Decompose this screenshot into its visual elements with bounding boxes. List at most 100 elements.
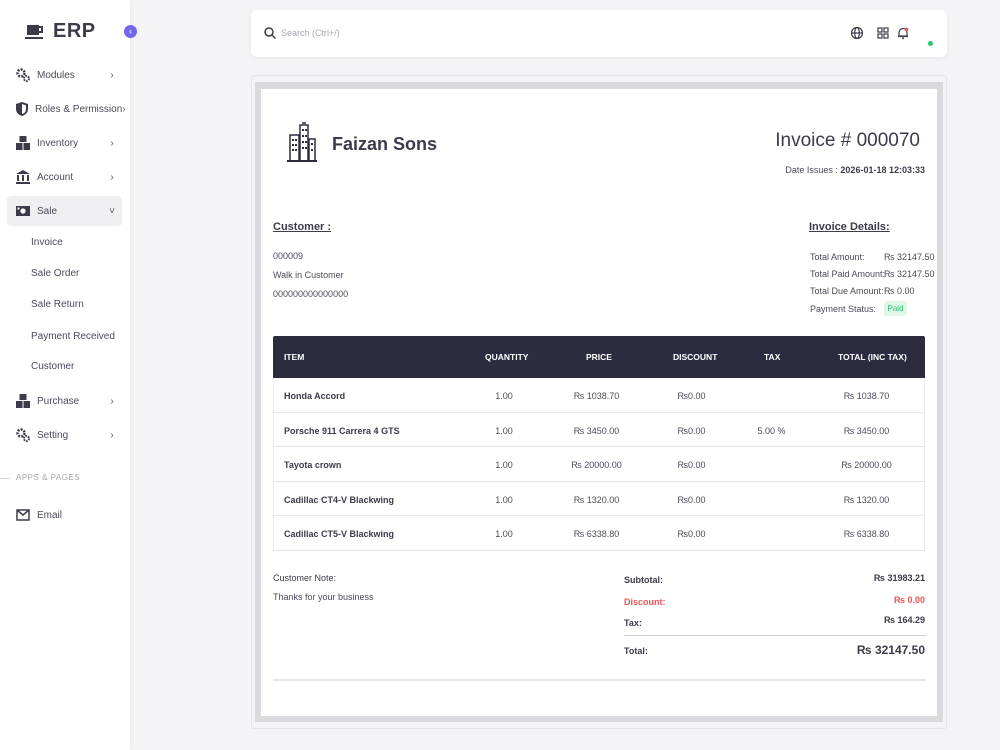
content-frame xyxy=(251,75,947,729)
sidebar-item-label: Purchase xyxy=(37,395,80,407)
invoice-date: Date Issues : 2026-01-18 12:03:33 xyxy=(785,165,925,175)
cell-total: ₨ 20000.00 xyxy=(841,460,892,471)
cell-quantity: 1.00 xyxy=(495,529,513,540)
total-paid-label: Total Paid Amount: xyxy=(810,269,886,279)
column-header-tax: TAX xyxy=(764,352,781,362)
column-header-item: ITEM xyxy=(284,352,305,362)
search-icon[interactable] xyxy=(263,26,277,40)
customer-name: Walk in Customer xyxy=(273,270,344,280)
sidebar-item-inventory[interactable]: Inventory › xyxy=(7,128,122,158)
cell-quantity: 1.00 xyxy=(495,494,513,505)
invoice-number-label: Invoice # xyxy=(775,130,857,151)
cell-price: ₨ 20000.00 xyxy=(571,460,622,471)
company-name: Faizan Sons xyxy=(332,134,438,154)
sidebar-item-label: Email xyxy=(37,509,63,521)
gears-icon xyxy=(15,67,31,83)
invoice-card xyxy=(261,89,937,716)
total-amount-value: ₨ 32147.50 xyxy=(884,252,935,262)
table-row: Tayota crown 1.00 ₨ 20000.00 ₨0.00 ₨ 200… xyxy=(273,447,925,482)
sidebar-item-account[interactable]: Account › xyxy=(7,162,122,192)
invoice-number: Invoice # 000070 xyxy=(775,130,920,152)
brand-name: ERP xyxy=(53,20,96,42)
gears-icon xyxy=(15,427,31,443)
discount-value: ₨ 0.00 xyxy=(893,595,925,605)
cell-total: ₨ 3450.00 xyxy=(843,425,890,436)
total-value: ₨ 32147.50 xyxy=(856,643,925,657)
sidebar-item-sale[interactable]: Sale ˅ xyxy=(7,196,122,226)
bell-icon[interactable] xyxy=(896,26,910,40)
sidebar-item-label: Roles & Permission xyxy=(35,103,123,115)
sidebar-item-setting[interactable]: Setting › xyxy=(7,420,122,450)
status-badge: Paid xyxy=(884,301,907,316)
chevron-right-icon: › xyxy=(110,429,114,441)
cell-total: ₨ 6338.80 xyxy=(843,529,890,540)
column-header-price: PRICE xyxy=(586,352,612,362)
cell-discount: ₨0.00 xyxy=(677,425,706,436)
customer-note-label: Customer Note: xyxy=(273,573,337,583)
boxes-icon xyxy=(15,135,31,151)
column-header-total: TOTAL (INC TAX) xyxy=(838,352,907,362)
chevron-right-icon: › xyxy=(122,103,126,115)
bank-icon xyxy=(15,169,31,185)
total-label: Total: xyxy=(624,646,648,656)
chevron-down-icon: ˅ xyxy=(109,205,115,217)
shield-icon xyxy=(15,101,29,117)
subtotal-value: ₨ 31983.21 xyxy=(873,573,925,583)
table-row: Honda Accord 1.00 ₨ 1038.70 ₨0.00 ₨ 1038… xyxy=(273,378,925,413)
cell-discount: ₨0.00 xyxy=(677,529,706,540)
subtotal-label: Subtotal: xyxy=(624,575,663,585)
sidebar: ERP ‹ Modules › Roles & Permission › Inv… xyxy=(0,0,137,750)
brand-logo[interactable]: ERP xyxy=(25,20,96,43)
search-input[interactable] xyxy=(281,25,531,41)
buildings-icon xyxy=(287,122,317,162)
section-title: APPS & PAGES xyxy=(16,473,81,482)
sidebar-subitem-customer[interactable]: Customer xyxy=(31,361,75,372)
payment-status-label: Payment Status: xyxy=(810,304,877,314)
sidebar-item-purchase[interactable]: Purchase › xyxy=(7,386,122,416)
chevron-right-icon: › xyxy=(110,137,114,149)
date-label: Date Issues : xyxy=(785,165,841,175)
cell-item: Cadillac CT4-V Blackwing xyxy=(284,494,395,505)
sidebar-item-label: Inventory xyxy=(37,137,79,149)
cell-discount: ₨0.00 xyxy=(677,391,706,401)
cell-quantity: 1.00 xyxy=(495,460,513,471)
cell-item: Porsche 911 Carrera 4 GTS xyxy=(284,425,400,436)
cell-price: ₨ 1320.00 xyxy=(573,494,620,505)
cell-item: Cadillac CT5-V Blackwing xyxy=(284,529,395,540)
sidebar-subitem-sale-return[interactable]: Sale Return xyxy=(31,299,84,310)
column-header-quantity: QUANTITY xyxy=(485,352,529,362)
total-paid-value: ₨ 32147.50 xyxy=(884,269,935,279)
topbar xyxy=(251,10,947,57)
sidebar-subitem-invoice[interactable]: Invoice xyxy=(31,237,63,248)
customer-note-text: Thanks for your business xyxy=(273,592,374,602)
sidebar-item-roles[interactable]: Roles & Permission › xyxy=(7,94,126,124)
sidebar-item-modules[interactable]: Modules › xyxy=(7,60,122,90)
invoice-number-value: 000070 xyxy=(856,130,920,151)
cell-quantity: 1.00 xyxy=(495,391,513,401)
customer-phone: 000000000000000 xyxy=(273,289,349,299)
sidebar-subitem-payment-received[interactable]: Payment Received xyxy=(31,331,115,342)
grid-icon[interactable] xyxy=(876,26,890,40)
chevron-right-icon: › xyxy=(110,69,114,81)
column-header-discount: DISCOUNT xyxy=(673,352,718,362)
cell-discount: ₨0.00 xyxy=(677,494,706,505)
collapse-sidebar-button[interactable]: ‹ xyxy=(124,25,137,38)
total-due-label: Total Due Amount: xyxy=(810,286,884,296)
cell-price: ₨ 6338.80 xyxy=(573,529,620,540)
sidebar-subitem-sale-order[interactable]: Sale Order xyxy=(31,268,80,279)
cell-item: Honda Accord xyxy=(284,391,346,401)
cell-total: ₨ 1038.70 xyxy=(843,391,890,401)
discount-label: Discount: xyxy=(624,597,666,607)
sidebar-item-email[interactable]: Email xyxy=(7,500,122,530)
table-header: ITEM QUANTITY PRICE DISCOUNT TAX TOTAL (… xyxy=(273,336,925,378)
mail-icon xyxy=(15,507,31,523)
invoice-details-title: Invoice Details: xyxy=(809,221,890,233)
cell-quantity: 1.00 xyxy=(495,425,513,436)
globe-icon[interactable] xyxy=(850,26,864,40)
table-row: Cadillac CT4-V Blackwing 1.00 ₨ 1320.00 … xyxy=(273,481,925,517)
table-row: Cadillac CT5-V Blackwing 1.00 ₨ 6338.80 … xyxy=(273,516,925,551)
tax-value: ₨ 164.29 xyxy=(883,615,925,625)
chevron-right-icon: › xyxy=(110,171,114,183)
summary-divider xyxy=(624,635,926,636)
invoice-bottom-divider xyxy=(273,679,926,681)
